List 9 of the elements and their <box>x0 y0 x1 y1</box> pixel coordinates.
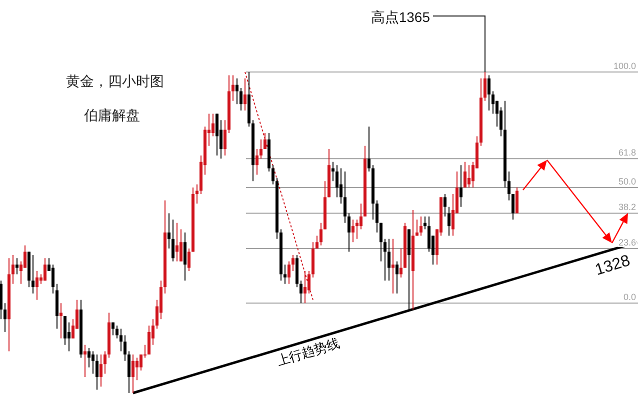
annotation: 高点1365 <box>370 9 430 25</box>
annotation: 1328 <box>593 252 632 280</box>
annotation: 38.2 <box>618 202 636 212</box>
title: 黄金，四小时图 <box>66 73 164 89</box>
subtitle: 伯庸解盘 <box>84 107 140 123</box>
annotation: 0.0 <box>623 292 636 302</box>
annotation: 50.0 <box>618 176 636 187</box>
annotation: 100.0 <box>613 61 636 71</box>
annotation: 61.8 <box>618 148 636 158</box>
